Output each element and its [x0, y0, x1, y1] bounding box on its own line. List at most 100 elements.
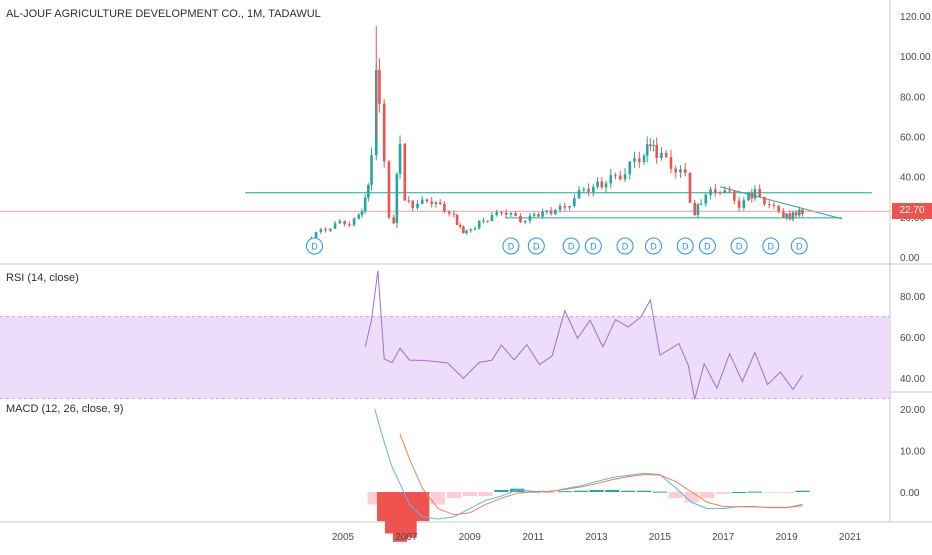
candle-body[interactable] — [568, 205, 571, 208]
candle-body[interactable] — [532, 214, 536, 216]
rsi-legend[interactable]: RSI (14, close) — [6, 272, 79, 284]
candle-body[interactable] — [664, 152, 668, 157]
macd-histogram-bar[interactable] — [652, 491, 668, 493]
candle-body[interactable] — [767, 204, 771, 206]
candle-body[interactable] — [434, 202, 438, 205]
candle-body[interactable] — [628, 161, 632, 175]
candle-body[interactable] — [609, 175, 613, 184]
candle-body[interactable] — [652, 144, 655, 147]
candle-body[interactable] — [660, 152, 663, 159]
candle-body[interactable] — [452, 213, 456, 215]
candle-body[interactable] — [669, 156, 673, 169]
dividend-marker[interactable] — [305, 237, 323, 255]
macd-histogram-bar[interactable] — [795, 490, 810, 492]
macd-histogram-bar[interactable] — [478, 492, 493, 497]
candle-body[interactable] — [324, 229, 327, 231]
candle-body[interactable] — [714, 189, 717, 193]
candle-body[interactable] — [343, 220, 346, 225]
candle-body[interactable] — [395, 174, 399, 224]
candle-body[interactable] — [519, 215, 522, 223]
candle-body[interactable] — [554, 209, 557, 215]
dividend-marker[interactable] — [676, 237, 694, 255]
macd-histogram-bar[interactable] — [446, 492, 462, 499]
dividend-marker[interactable] — [616, 237, 634, 255]
candle-body[interactable] — [604, 183, 608, 188]
candle-body[interactable] — [363, 197, 367, 212]
candle-body[interactable] — [633, 158, 636, 162]
candle-body[interactable] — [528, 215, 532, 221]
dividend-marker[interactable] — [562, 237, 580, 255]
macd-histogram-bar[interactable] — [731, 492, 747, 493]
candle-body[interactable] — [329, 228, 332, 231]
candle-body[interactable] — [723, 190, 727, 193]
candle-body[interactable] — [352, 218, 356, 225]
macd-histogram-bar[interactable] — [621, 490, 636, 492]
candle-body[interactable] — [360, 211, 364, 215]
candle-body[interactable] — [587, 188, 590, 192]
candle-body[interactable] — [477, 220, 481, 229]
macd-histogram-bar[interactable] — [573, 490, 588, 492]
candle-body[interactable] — [319, 229, 323, 233]
candle-body[interactable] — [367, 184, 370, 198]
candle-body[interactable] — [683, 169, 687, 173]
dividend-marker[interactable] — [698, 237, 716, 255]
candle-body[interactable] — [763, 196, 766, 205]
candle-body[interactable] — [509, 213, 513, 215]
candle-body[interactable] — [788, 213, 792, 220]
candle-body[interactable] — [791, 212, 795, 220]
candle-body[interactable] — [541, 211, 544, 217]
candle-body[interactable] — [370, 155, 373, 185]
candle-body[interactable] — [592, 186, 595, 192]
candle-body[interactable] — [357, 214, 361, 219]
candle-body[interactable] — [537, 214, 540, 217]
candle-body[interactable] — [655, 144, 659, 159]
candle-body[interactable] — [623, 174, 627, 180]
candle-body[interactable] — [777, 205, 781, 212]
candle-body[interactable] — [674, 168, 678, 173]
candle-body[interactable] — [758, 188, 761, 197]
candle-body[interactable] — [737, 200, 741, 208]
candle-body[interactable] — [398, 143, 402, 175]
candle-body[interactable] — [688, 172, 692, 203]
candle-body[interactable] — [490, 214, 494, 222]
rsi-pane[interactable] — [0, 270, 890, 400]
candle-body[interactable] — [411, 200, 415, 208]
candle-body[interactable] — [772, 204, 776, 206]
candle-body[interactable] — [465, 230, 468, 234]
macd-histogram-bar[interactable] — [589, 489, 604, 492]
candle-body[interactable] — [600, 181, 604, 188]
macd-histogram-bar[interactable] — [541, 492, 557, 493]
candle-body[interactable] — [794, 212, 798, 216]
candle-body[interactable] — [782, 211, 785, 218]
candle-body[interactable] — [728, 190, 731, 192]
candle-body[interactable] — [699, 203, 703, 205]
candle-body[interactable] — [420, 199, 424, 204]
candle-body[interactable] — [443, 204, 446, 212]
symbol-title[interactable]: AL-JOUF AGRICULTURE DEVELOPMENT CO., 1M,… — [6, 8, 321, 20]
signal-line[interactable] — [399, 433, 803, 516]
candle-body[interactable] — [750, 193, 754, 199]
candle-body[interactable] — [504, 212, 508, 215]
candle-body[interactable] — [785, 213, 788, 218]
candle-body[interactable] — [649, 144, 652, 147]
candle-body[interactable] — [549, 210, 553, 215]
candle-body[interactable] — [447, 211, 451, 214]
candle-body[interactable] — [482, 220, 485, 222]
macd-pane[interactable] — [367, 408, 810, 542]
candle-body[interactable] — [495, 212, 498, 215]
macd-line[interactable] — [374, 408, 803, 520]
macd-histogram-bar[interactable] — [684, 492, 699, 503]
candle-body[interactable] — [618, 175, 622, 180]
dividend-marker[interactable] — [502, 237, 520, 255]
rsi-line[interactable] — [364, 270, 803, 400]
candle-body[interactable] — [469, 229, 473, 231]
candle-body[interactable] — [573, 198, 576, 206]
candle-body[interactable] — [430, 201, 434, 205]
dividend-marker[interactable] — [730, 237, 748, 255]
candle-body[interactable] — [637, 158, 641, 162]
candle-body[interactable] — [425, 199, 429, 202]
candle-body[interactable] — [462, 226, 465, 234]
macd-histogram-bar[interactable] — [763, 492, 778, 493]
